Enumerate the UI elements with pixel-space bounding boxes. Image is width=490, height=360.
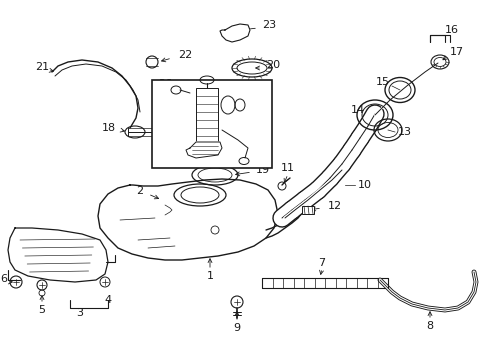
Text: 18: 18 [102, 123, 116, 133]
Text: 10: 10 [358, 180, 372, 190]
Polygon shape [220, 24, 250, 42]
Text: 16: 16 [445, 25, 459, 35]
Text: 26: 26 [158, 79, 172, 89]
Text: 9: 9 [233, 323, 241, 333]
Text: 2: 2 [136, 186, 144, 196]
Text: 11: 11 [281, 163, 295, 173]
Bar [302, 206, 314, 214]
Text: 22: 22 [178, 50, 192, 60]
Text: 25: 25 [173, 151, 187, 161]
Text: 3: 3 [76, 308, 83, 318]
Text: 19: 19 [256, 165, 270, 175]
Polygon shape [186, 142, 222, 158]
Text: 27: 27 [258, 141, 272, 151]
Text: 4: 4 [104, 295, 112, 305]
FancyBboxPatch shape [152, 80, 272, 168]
Text: 24: 24 [213, 81, 227, 91]
Text: 5: 5 [39, 305, 46, 315]
Text: 7: 7 [318, 258, 325, 268]
Text: 14: 14 [351, 105, 365, 115]
Text: 13: 13 [398, 127, 412, 137]
Text: 15: 15 [376, 77, 390, 87]
Text: 23: 23 [262, 20, 276, 30]
Text: 17: 17 [450, 47, 464, 57]
Text: 12: 12 [328, 201, 342, 211]
Text: 20: 20 [266, 60, 280, 70]
Text: 21: 21 [35, 62, 49, 72]
Text: 1: 1 [206, 271, 214, 281]
Bar [196, 88, 218, 148]
Text: 6: 6 [0, 274, 7, 284]
Polygon shape [8, 228, 108, 282]
Polygon shape [98, 179, 278, 260]
Text: 8: 8 [426, 321, 434, 331]
